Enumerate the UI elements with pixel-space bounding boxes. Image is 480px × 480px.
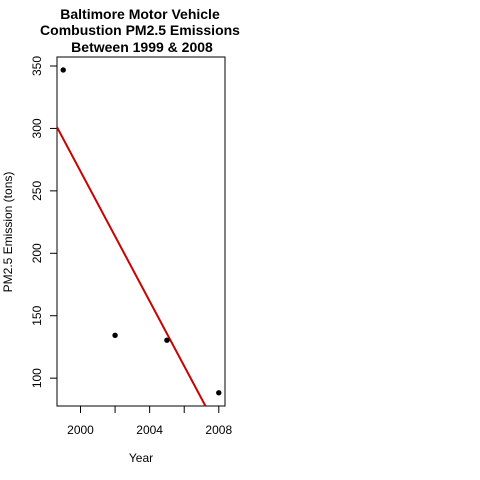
y-tick-label: 100 [30, 368, 44, 388]
x-tick-label: 2004 [136, 423, 163, 437]
data-point [112, 333, 117, 338]
x-tick-label: 2000 [67, 423, 94, 437]
chart-title-line-1: Baltimore Motor Vehicle [60, 6, 220, 22]
data-points-group [61, 67, 222, 395]
chart-title-line-3: Between 1999 & 2008 [71, 39, 213, 55]
y-tick-label: 150 [30, 305, 44, 325]
y-tick-label: 200 [30, 243, 44, 263]
x-tick-label: 2008 [205, 423, 232, 437]
x-axis-label: Year [129, 451, 153, 465]
y-tick-label: 250 [30, 181, 44, 201]
plot-area-frame [57, 57, 225, 406]
trend-line [57, 127, 205, 406]
x-axis: 2000 2004 2008 [67, 406, 232, 437]
y-axis: 100 150 200 250 300 350 [30, 56, 57, 389]
y-tick-label: 350 [30, 56, 44, 76]
chart-title-line-2: Combustion PM2.5 Emissions [40, 22, 240, 38]
trend-line-group [57, 127, 205, 406]
data-point [61, 67, 66, 72]
data-point [164, 337, 169, 342]
data-point [216, 390, 221, 395]
y-tick-label: 300 [30, 118, 44, 138]
y-axis-label: PM2.5 Emission (tons) [1, 172, 15, 293]
